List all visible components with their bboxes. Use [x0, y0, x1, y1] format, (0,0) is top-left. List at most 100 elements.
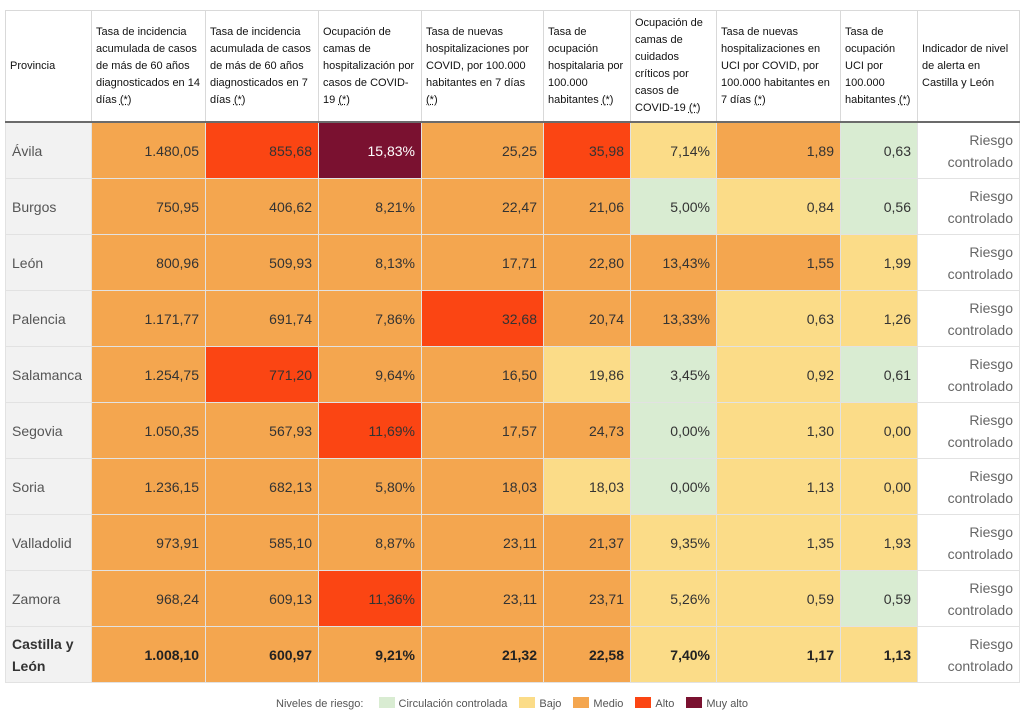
cell-value: 1.050,35	[91, 402, 206, 459]
table-row: Valladolid 973,91 585,10 8,87% 23,11 21,37 9,3…	[5, 514, 1020, 571]
cell-value: 973,91	[91, 514, 206, 571]
cell-value: 968,24	[91, 570, 206, 627]
col-header-label: Tasa de ocupación hospitalaria por 100.0…	[548, 25, 624, 106]
cell-value: 1,17	[716, 626, 841, 683]
cell-value: 18,03	[421, 458, 544, 515]
cell-provincia: Valladolid	[5, 514, 92, 571]
cell-value: 0,56	[840, 178, 918, 235]
cell-indicador: Riesgo controlado	[917, 121, 1020, 179]
cell-value: 0,92	[716, 346, 841, 403]
legend-swatch-granate	[686, 697, 703, 708]
cell-value: 21,32	[421, 626, 544, 683]
legend-swatch-amarillo	[519, 697, 536, 708]
cell-value: 7,86%	[318, 290, 422, 347]
cell-value: 8,21%	[318, 178, 422, 235]
cell-value: 5,00%	[630, 178, 717, 235]
cell-value: 11,36%	[318, 570, 422, 627]
cell-value: 32,68	[421, 290, 544, 347]
cell-value: 1,89	[716, 121, 841, 179]
cell-value: 17,71	[421, 234, 544, 291]
cell-value: 0,59	[716, 570, 841, 627]
col-header-incidencia-7d: Tasa de incidencia acumulada de casos de…	[205, 10, 319, 123]
cell-value: 0,00%	[630, 458, 717, 515]
legend-label: Circulación controlada	[398, 698, 508, 710]
col-header-nuevas-uci: Tasa de nuevas hospitalizaciones en UCI …	[716, 10, 841, 123]
cell-indicador: Riesgo controlado	[917, 346, 1020, 403]
cell-value: 585,10	[205, 514, 319, 571]
cell-value: 1.171,77	[91, 290, 206, 347]
footnote-link[interactable]: (*)	[898, 93, 911, 106]
table-row: Palencia 1.171,77 691,74 7,86% 32,68 20,74 13,…	[5, 290, 1020, 347]
table-row: León 800,96 509,93 8,13% 17,71 22,80 13,43% 1,5…	[5, 234, 1020, 291]
cell-value: 0,59	[840, 570, 918, 627]
cell-indicador: Riesgo controlado	[917, 234, 1020, 291]
col-header-label: Tasa de incidencia acumulada de casos de…	[96, 25, 200, 106]
cell-value: 22,47	[421, 178, 544, 235]
cell-value: 1,13	[840, 626, 918, 683]
cell-provincia: Segovia	[5, 402, 92, 459]
cell-value: 1.480,05	[91, 121, 206, 179]
cell-value: 13,33%	[630, 290, 717, 347]
cell-value: 406,62	[205, 178, 319, 235]
cell-value: 800,96	[91, 234, 206, 291]
footnote-link[interactable]: (*)	[233, 93, 246, 106]
cell-value: 0,61	[840, 346, 918, 403]
col-header-ocupacion-hosp: Tasa de ocupación hospitalaria por 100.0…	[543, 10, 631, 123]
cell-provincia: León	[5, 234, 92, 291]
cell-value: 609,13	[205, 570, 319, 627]
cell-value: 1,99	[840, 234, 918, 291]
cell-provincia: Soria	[5, 458, 92, 515]
cell-value: 13,43%	[630, 234, 717, 291]
cell-value: 0,00	[840, 402, 918, 459]
cell-indicador: Riesgo controlado	[917, 514, 1020, 571]
col-header-indicador: Indicador de nivel de alerta en Castilla…	[917, 10, 1020, 123]
col-header-label: Tasa de nuevas hospitalizaciones en UCI …	[721, 25, 830, 106]
col-header-label: Tasa de incidencia acumulada de casos de…	[210, 25, 311, 106]
cell-value: 0,00%	[630, 402, 717, 459]
cell-value: 0,00	[840, 458, 918, 515]
cell-indicador: Riesgo controlado	[917, 626, 1020, 683]
col-header-label: Provincia	[10, 59, 56, 72]
cell-value: 17,57	[421, 402, 544, 459]
cell-value: 1,93	[840, 514, 918, 571]
col-header-ocupacion-criticos: Ocupación de camas de cuidados críticos …	[630, 10, 717, 123]
cell-value: 682,13	[205, 458, 319, 515]
cell-value: 1,55	[716, 234, 841, 291]
cell-value: 691,74	[205, 290, 319, 347]
cell-provincia: Burgos	[5, 178, 92, 235]
cell-value: 25,25	[421, 121, 544, 179]
cell-indicador: Riesgo controlado	[917, 178, 1020, 235]
cell-indicador: Riesgo controlado	[917, 570, 1020, 627]
cell-value: 567,93	[205, 402, 319, 459]
cell-value: 9,35%	[630, 514, 717, 571]
footnote-link[interactable]: (*)	[754, 93, 766, 106]
footnote-link[interactable]: (*)	[688, 102, 701, 114]
cell-provincia: Palencia	[5, 290, 92, 347]
col-header-label: Ocupación de camas de cuidados críticos …	[635, 17, 703, 114]
footnote-link[interactable]: (*)	[426, 93, 438, 106]
cell-value: 16,50	[421, 346, 544, 403]
cell-value: 0,63	[716, 290, 841, 347]
cell-value: 509,93	[205, 234, 319, 291]
cell-value: 7,40%	[630, 626, 717, 683]
cell-value: 23,11	[421, 570, 544, 627]
cell-value: 8,13%	[318, 234, 422, 291]
cell-value: 855,68	[205, 121, 319, 179]
cell-indicador: Riesgo controlado	[917, 290, 1020, 347]
cell-value: 20,74	[543, 290, 631, 347]
cell-value: 1,35	[716, 514, 841, 571]
cell-provincia: Ávila	[5, 121, 92, 179]
table-row: Soria 1.236,15 682,13 5,80% 18,03 18,03 0,00% 1…	[5, 458, 1020, 515]
cell-value: 23,11	[421, 514, 544, 571]
col-header-label: Tasa de ocupación UCI por 100.000 habita…	[845, 25, 896, 106]
col-header-provincia: Provincia	[5, 10, 92, 123]
cell-value: 9,21%	[318, 626, 422, 683]
cell-provincia: Zamora	[5, 570, 92, 627]
footnote-link[interactable]: (*)	[601, 93, 614, 106]
footnote-link[interactable]: (*)	[119, 93, 132, 106]
footnote-link[interactable]: (*)	[338, 93, 350, 106]
cell-value: 5,26%	[630, 570, 717, 627]
cell-value: 19,86	[543, 346, 631, 403]
risk-legend: Niveles de riesgo: Circulación controlad…	[0, 697, 1024, 710]
legend-title: Niveles de riesgo:	[276, 698, 364, 710]
